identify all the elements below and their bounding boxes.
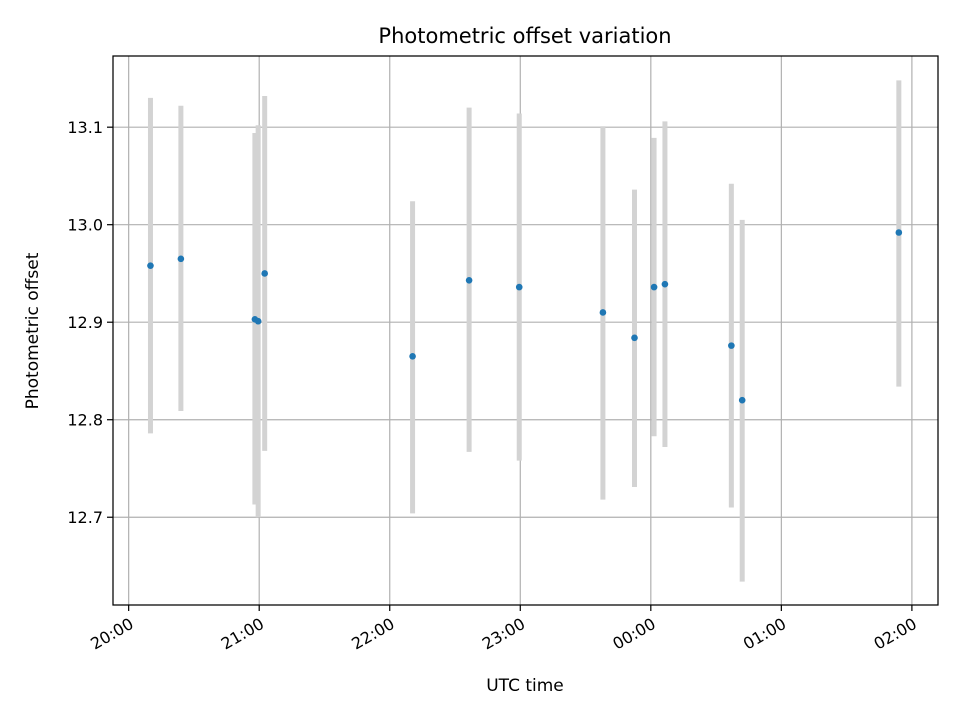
plot-area-frame [112, 55, 939, 606]
data-point [254, 317, 262, 325]
data-point [631, 334, 638, 342]
y-tick-label: 13.0 [67, 216, 103, 235]
y-axis-label: Photometric offset [23, 252, 43, 409]
data-point [738, 396, 746, 404]
data-point [147, 262, 154, 269]
data-point [465, 276, 473, 284]
y-tick-label: 12.7 [67, 508, 103, 527]
data-point [177, 255, 185, 263]
data-point [650, 283, 658, 291]
y-tick-label: 12.9 [67, 313, 103, 332]
y-tick-label: 13.1 [67, 118, 103, 137]
y-tick-label: 12.8 [67, 411, 103, 430]
data-point [661, 280, 669, 288]
data-point [895, 229, 903, 236]
chart-title: Photometric offset variation [378, 24, 671, 48]
data-points [147, 229, 903, 404]
data-point [728, 342, 735, 349]
data-point [515, 283, 523, 291]
data-point [409, 353, 416, 360]
data-point [261, 270, 268, 277]
x-axis-label: UTC time [486, 676, 564, 696]
data-point [599, 309, 607, 316]
